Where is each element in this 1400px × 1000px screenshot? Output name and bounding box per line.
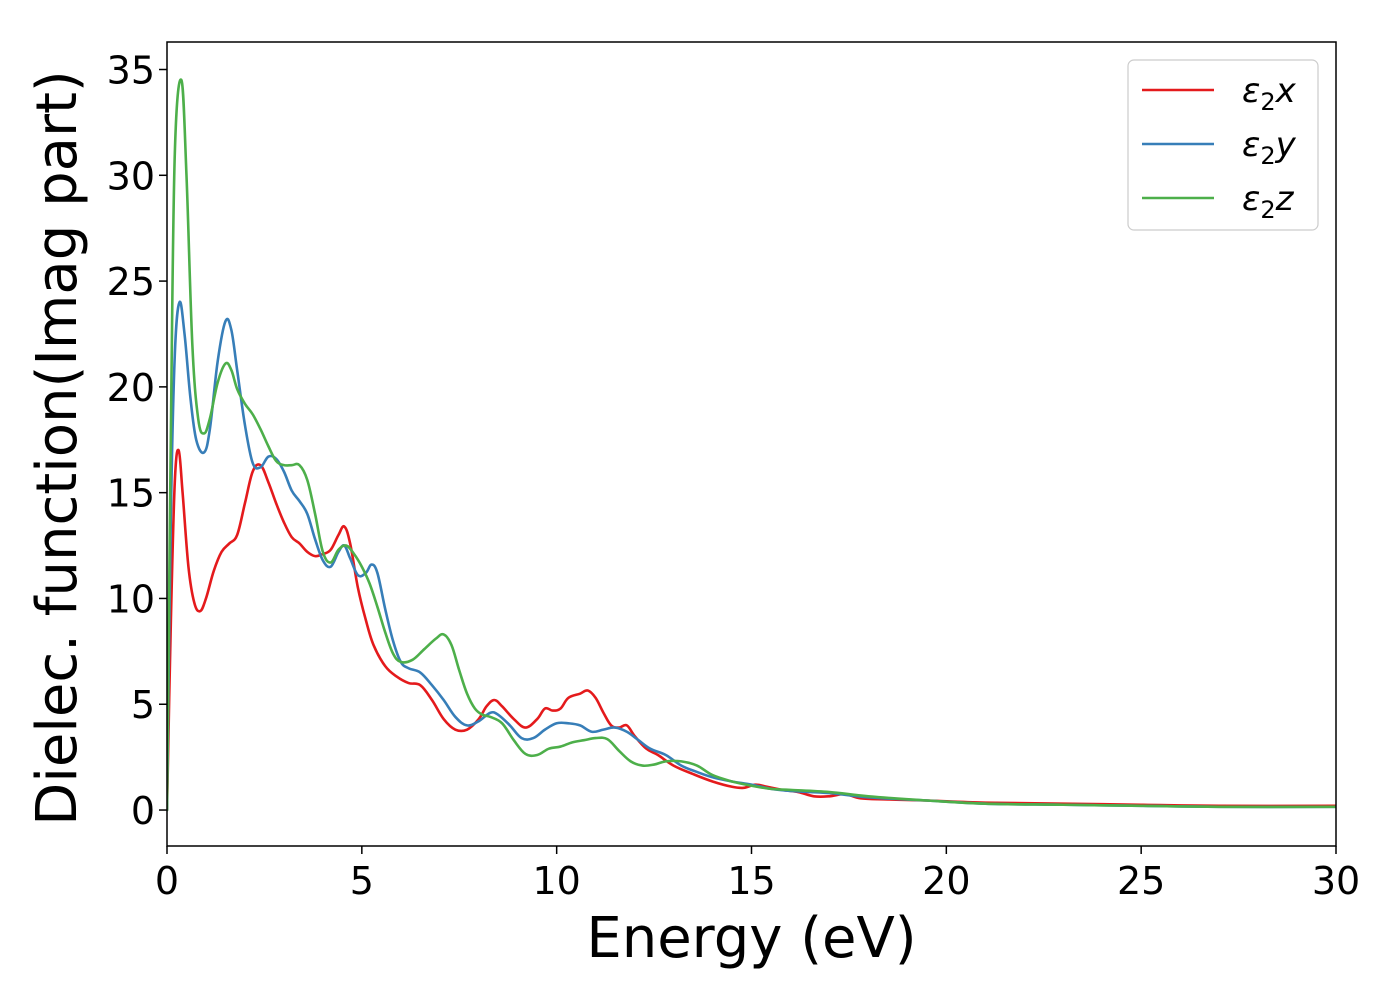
y-tick-label: 15 bbox=[107, 472, 155, 516]
x-tick-label: 0 bbox=[155, 859, 179, 903]
x-tick-label: 15 bbox=[727, 859, 775, 903]
series-layer bbox=[167, 78, 1336, 812]
legend-label-z: ε2z bbox=[1242, 179, 1295, 224]
legend: ε2x ε2y ε2z bbox=[1127, 59, 1319, 231]
y-axis: 0 5 10 15 20 25 30 35 bbox=[107, 49, 167, 833]
y-tick-label: 30 bbox=[107, 154, 155, 198]
y-tick-label: 0 bbox=[131, 789, 155, 833]
x-tick-label: 25 bbox=[1117, 859, 1165, 903]
x-tick-label: 10 bbox=[532, 859, 580, 903]
legend-label-y: ε2y bbox=[1242, 125, 1297, 170]
y-tick-label: 20 bbox=[107, 366, 155, 410]
series-line-y bbox=[167, 300, 1336, 812]
y-tick-label: 10 bbox=[107, 577, 155, 621]
x-tick-label: 20 bbox=[922, 859, 970, 903]
y-tick-label: 35 bbox=[107, 49, 155, 93]
y-tick-label: 25 bbox=[107, 260, 155, 304]
x-tick-label: 30 bbox=[1312, 859, 1360, 903]
legend-label-x: ε2x bbox=[1242, 71, 1297, 116]
x-tick-label: 5 bbox=[350, 859, 374, 903]
x-axis-label: Energy (eV) bbox=[586, 906, 916, 971]
legend-box bbox=[1127, 59, 1319, 231]
x-axis: 0 5 10 15 20 25 30 bbox=[155, 846, 1360, 903]
y-tick-label: 5 bbox=[131, 683, 155, 727]
series-line-x bbox=[167, 448, 1336, 812]
y-axis-label: Dielec. function(Imag part) bbox=[25, 70, 90, 826]
series-line-z bbox=[167, 78, 1336, 812]
